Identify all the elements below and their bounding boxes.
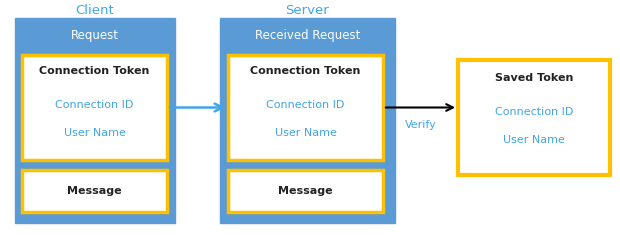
FancyBboxPatch shape xyxy=(22,55,167,160)
FancyBboxPatch shape xyxy=(228,55,383,160)
Text: Received Request: Received Request xyxy=(255,28,360,42)
FancyBboxPatch shape xyxy=(458,60,610,175)
FancyBboxPatch shape xyxy=(220,18,395,223)
Text: Client: Client xyxy=(76,4,114,16)
Text: Connection Token: Connection Token xyxy=(250,66,361,76)
Text: Connection ID: Connection ID xyxy=(55,100,134,110)
Text: Message: Message xyxy=(278,186,333,196)
Text: Message: Message xyxy=(67,186,122,196)
Text: User Name: User Name xyxy=(64,128,125,138)
Text: Request: Request xyxy=(71,28,119,42)
FancyBboxPatch shape xyxy=(228,170,383,212)
FancyBboxPatch shape xyxy=(22,170,167,212)
Text: User Name: User Name xyxy=(503,135,565,145)
Text: Connection ID: Connection ID xyxy=(267,100,345,110)
Text: Verify: Verify xyxy=(405,120,436,130)
Text: Saved Token: Saved Token xyxy=(495,73,573,83)
FancyBboxPatch shape xyxy=(15,18,175,223)
Text: Server: Server xyxy=(286,4,329,16)
Text: Connection ID: Connection ID xyxy=(495,107,573,117)
Text: User Name: User Name xyxy=(275,128,337,138)
Text: Connection Token: Connection Token xyxy=(39,66,149,76)
